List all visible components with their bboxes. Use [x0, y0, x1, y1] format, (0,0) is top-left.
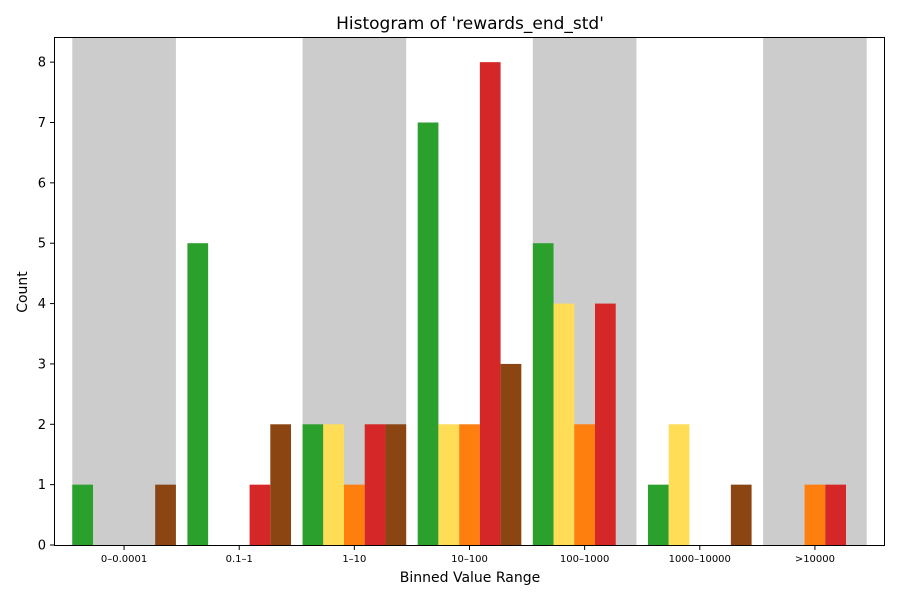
x-axis: 0–0.0001 0.1–1 1–10 10–100 100–1000 1000–1000…: [101, 545, 835, 565]
bar: [647, 484, 669, 545]
bar: [155, 484, 176, 545]
bar: [479, 62, 501, 546]
x-tick-label: 1–10: [342, 554, 366, 565]
y-tick-label: 7: [38, 116, 46, 131]
x-tick-label: 10–100: [451, 554, 488, 565]
bar: [249, 484, 271, 545]
y-tick-label: 6: [38, 176, 46, 191]
bar: [804, 484, 826, 545]
category-band: [763, 38, 867, 545]
bar: [532, 243, 554, 545]
bar: [302, 424, 324, 545]
bar: [730, 484, 752, 545]
bar: [574, 424, 596, 545]
x-axis-label: Binned Value Range: [400, 570, 540, 586]
bar: [500, 363, 522, 545]
bar: [270, 424, 292, 545]
bar: [595, 303, 616, 545]
bar: [668, 424, 690, 545]
bar: [825, 484, 847, 545]
bar: [385, 424, 407, 545]
bar: [438, 424, 460, 545]
x-tick-label: >10000: [795, 554, 835, 565]
y-axis-label: Count: [15, 271, 31, 313]
x-tick-label: 0.1–1: [226, 554, 253, 565]
bar: [187, 243, 209, 545]
y-tick-label: 2: [38, 418, 46, 433]
bar: [343, 484, 365, 545]
category-bands: [72, 38, 867, 545]
bar: [553, 303, 575, 545]
y-tick-label: 5: [38, 237, 46, 252]
y-axis: 0 1 2 3 4 5 6 7 8: [38, 56, 55, 554]
bar: [364, 424, 386, 545]
bar: [323, 424, 344, 545]
category-band: [72, 38, 176, 545]
y-tick-label: 1: [38, 478, 46, 493]
y-tick-label: 4: [38, 297, 46, 312]
bar: [72, 484, 93, 545]
bar: [417, 122, 439, 545]
chart-title: Histogram of 'rewards_end_std': [336, 14, 604, 34]
y-tick-label: 0: [38, 539, 46, 554]
x-tick-label: 1000–10000: [669, 554, 731, 565]
y-tick-label: 3: [38, 357, 46, 372]
x-tick-label: 100–1000: [560, 554, 610, 565]
bars: [72, 62, 847, 546]
y-tick-label: 8: [38, 56, 46, 71]
x-tick-label: 0–0.0001: [101, 554, 147, 565]
bar: [459, 424, 480, 545]
